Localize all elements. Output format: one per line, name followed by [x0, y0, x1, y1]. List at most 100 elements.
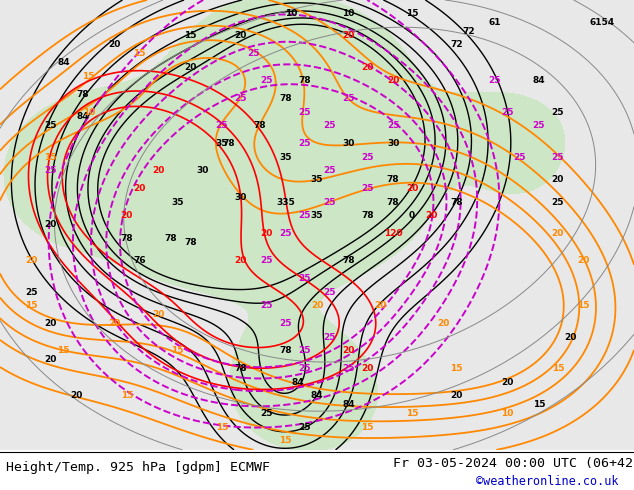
Text: 10: 10: [82, 108, 95, 117]
Text: 15: 15: [171, 346, 184, 355]
Text: 15: 15: [406, 9, 418, 18]
Text: 15: 15: [57, 346, 70, 355]
Text: 76: 76: [133, 256, 146, 266]
Text: 20: 20: [311, 301, 323, 310]
Text: 15: 15: [44, 153, 57, 162]
Text: 20: 20: [108, 41, 120, 49]
Text: 20: 20: [152, 310, 165, 319]
Text: 72: 72: [463, 27, 476, 36]
Text: 25: 25: [298, 346, 311, 355]
Text: 20: 20: [342, 346, 355, 355]
Text: 20: 20: [342, 31, 355, 41]
Text: 15: 15: [216, 423, 228, 432]
Text: 15: 15: [82, 72, 95, 81]
Text: 25: 25: [533, 122, 545, 130]
Text: 20: 20: [133, 184, 146, 194]
Text: 25: 25: [323, 167, 336, 175]
Text: 15: 15: [279, 436, 292, 445]
Text: 20: 20: [450, 392, 463, 400]
Text: 35: 35: [311, 175, 323, 184]
Text: 25: 25: [552, 108, 564, 117]
Text: 6154: 6154: [590, 18, 615, 27]
Text: 25: 25: [298, 274, 311, 283]
Text: 30: 30: [387, 140, 399, 148]
Text: 10: 10: [342, 9, 355, 18]
Text: 25: 25: [488, 76, 501, 85]
Text: 78: 78: [387, 175, 399, 184]
Text: 25: 25: [323, 198, 336, 207]
Text: 25: 25: [298, 423, 311, 432]
Text: 15: 15: [25, 301, 38, 310]
Text: 30: 30: [197, 167, 209, 175]
Text: 20: 20: [406, 184, 418, 194]
Text: 20: 20: [361, 63, 374, 72]
Text: 10: 10: [501, 409, 514, 418]
Text: 78: 78: [120, 234, 133, 243]
Text: 20: 20: [374, 301, 387, 310]
Text: 20: 20: [361, 365, 374, 373]
Text: 20: 20: [437, 319, 450, 328]
Text: 84: 84: [76, 112, 89, 122]
Text: 20: 20: [577, 256, 590, 266]
Text: 35: 35: [311, 211, 323, 220]
Text: 20: 20: [552, 175, 564, 184]
Text: 20: 20: [152, 167, 165, 175]
Text: 25: 25: [342, 365, 355, 373]
Text: 25: 25: [323, 288, 336, 297]
Text: 20: 20: [44, 355, 57, 365]
Text: 10: 10: [285, 9, 298, 18]
Text: 20: 20: [235, 256, 247, 266]
Text: 25: 25: [298, 365, 311, 373]
Text: 20: 20: [108, 319, 120, 328]
Text: 25: 25: [260, 409, 273, 418]
Text: 61: 61: [488, 18, 501, 27]
Text: 25: 25: [25, 288, 38, 297]
Text: 25: 25: [298, 140, 311, 148]
Text: 84: 84: [342, 400, 355, 409]
Text: 25: 25: [260, 301, 273, 310]
Text: 84: 84: [311, 392, 323, 400]
Text: Fr 03-05-2024 00:00 UTC (06+42): Fr 03-05-2024 00:00 UTC (06+42): [393, 457, 634, 470]
Text: 25: 25: [387, 122, 399, 130]
Text: 15: 15: [533, 400, 545, 409]
Text: 335: 335: [276, 198, 295, 207]
Text: 78: 78: [342, 256, 355, 266]
Text: 25: 25: [279, 319, 292, 328]
Text: 25: 25: [298, 211, 311, 220]
Text: 20: 20: [552, 229, 564, 239]
Text: 25: 25: [342, 95, 355, 103]
Text: Height/Temp. 925 hPa [gdpm] ECMWF: Height/Temp. 925 hPa [gdpm] ECMWF: [6, 462, 270, 474]
Text: 25: 25: [501, 108, 514, 117]
Text: 20: 20: [120, 211, 133, 220]
Text: 25: 25: [323, 333, 336, 342]
Text: 25: 25: [361, 153, 374, 162]
Text: 78: 78: [450, 198, 463, 207]
Text: 20: 20: [44, 220, 57, 229]
Text: 20: 20: [564, 333, 577, 342]
Text: 84: 84: [57, 58, 70, 68]
Text: 30: 30: [342, 140, 355, 148]
Text: 78: 78: [165, 234, 178, 243]
Text: 25: 25: [298, 108, 311, 117]
Text: 25: 25: [260, 76, 273, 85]
Text: 25: 25: [514, 153, 526, 162]
Text: 78: 78: [235, 365, 247, 373]
Text: 25: 25: [279, 229, 292, 239]
Text: 25: 25: [44, 167, 57, 175]
Text: 78: 78: [184, 239, 197, 247]
Text: 78: 78: [279, 346, 292, 355]
Text: 78: 78: [222, 140, 235, 148]
Text: 78: 78: [361, 211, 374, 220]
Text: 25: 25: [247, 49, 260, 58]
Text: 15: 15: [361, 423, 374, 432]
Text: 15: 15: [120, 392, 133, 400]
Text: 15: 15: [552, 365, 564, 373]
Text: 35: 35: [216, 140, 228, 148]
Text: 20: 20: [387, 76, 399, 85]
Text: 78: 78: [298, 76, 311, 85]
Text: 15: 15: [406, 409, 418, 418]
Text: 20: 20: [44, 319, 57, 328]
Text: 25: 25: [44, 122, 57, 130]
Text: 20: 20: [235, 31, 247, 41]
Text: 20: 20: [70, 392, 82, 400]
